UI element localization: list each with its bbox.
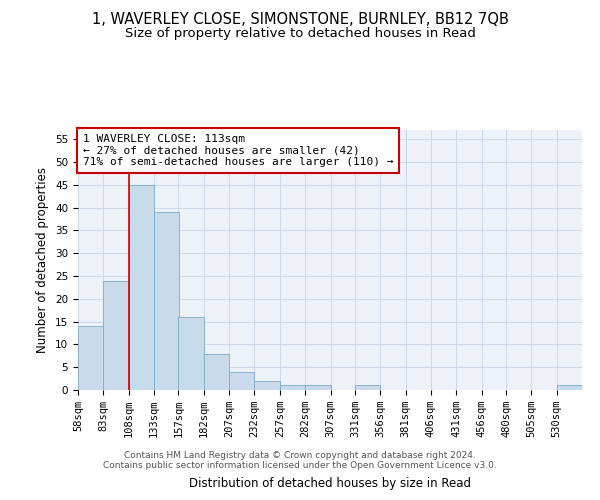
Bar xyxy=(154,212,179,390)
Bar xyxy=(229,372,254,390)
Text: Contains HM Land Registry data © Crown copyright and database right 2024.
Contai: Contains HM Land Registry data © Crown c… xyxy=(103,450,497,470)
Bar xyxy=(204,354,229,390)
Y-axis label: Number of detached properties: Number of detached properties xyxy=(37,167,49,353)
Text: 1, WAVERLEY CLOSE, SIMONSTONE, BURNLEY, BB12 7QB: 1, WAVERLEY CLOSE, SIMONSTONE, BURNLEY, … xyxy=(92,12,508,28)
Bar xyxy=(103,280,129,390)
Bar xyxy=(178,317,204,390)
Bar xyxy=(557,386,582,390)
Text: 1 WAVERLEY CLOSE: 113sqm
← 27% of detached houses are smaller (42)
71% of semi-d: 1 WAVERLEY CLOSE: 113sqm ← 27% of detach… xyxy=(83,134,394,167)
Text: Distribution of detached houses by size in Read: Distribution of detached houses by size … xyxy=(189,477,471,490)
Text: Size of property relative to detached houses in Read: Size of property relative to detached ho… xyxy=(125,28,475,40)
Bar xyxy=(355,386,380,390)
Bar xyxy=(254,381,280,390)
Bar xyxy=(305,386,331,390)
Bar xyxy=(129,184,154,390)
Bar xyxy=(280,386,305,390)
Bar xyxy=(78,326,103,390)
